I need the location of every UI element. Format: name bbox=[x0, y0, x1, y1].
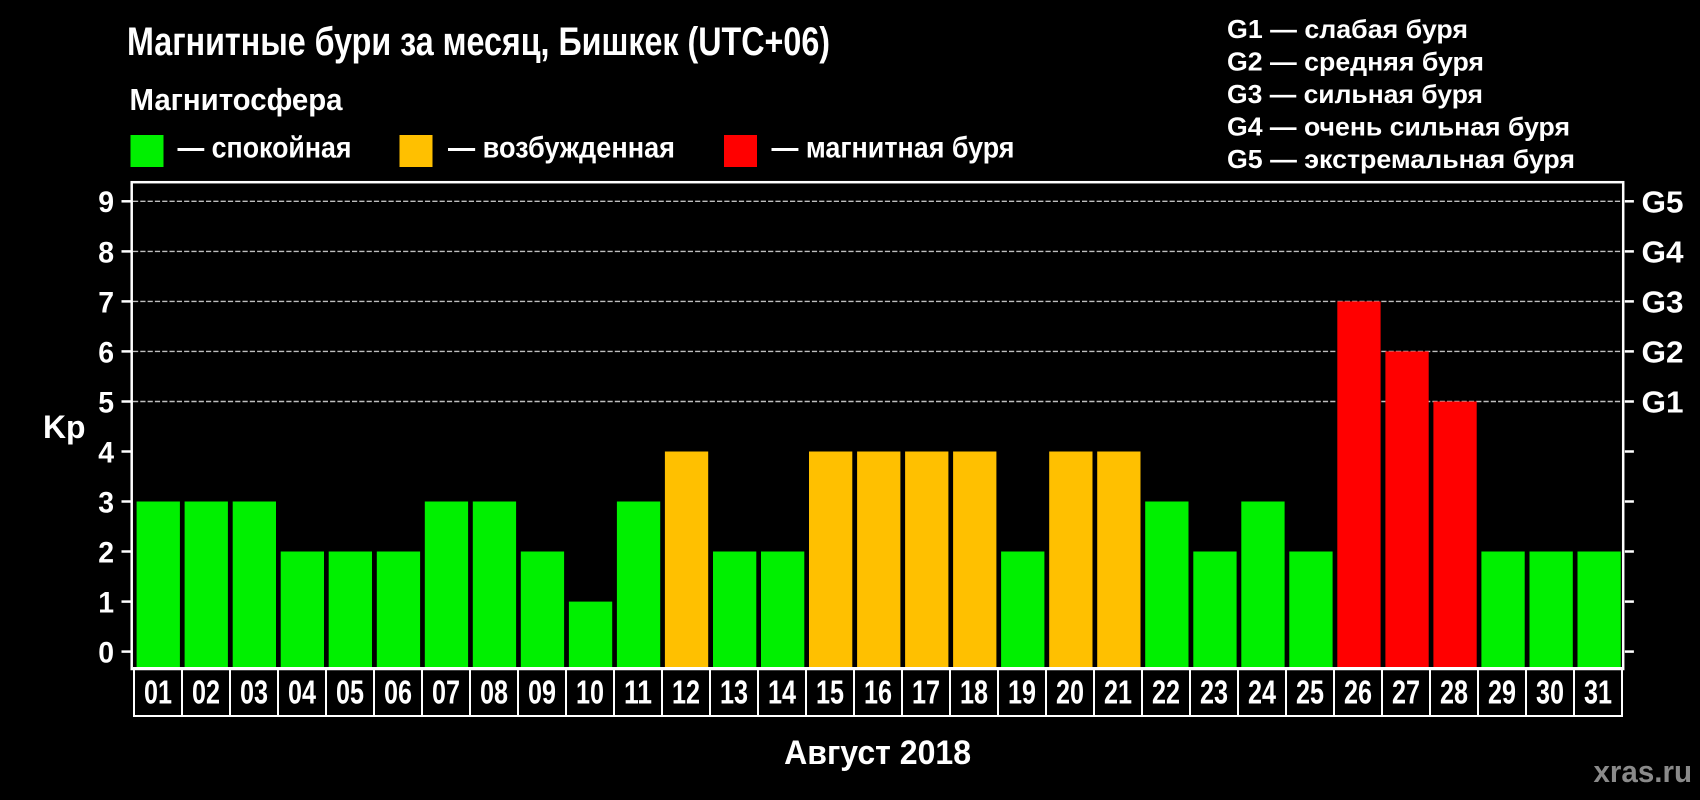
svg-text:29: 29 bbox=[1488, 674, 1516, 711]
svg-text:01: 01 bbox=[144, 674, 172, 711]
svg-text:22: 22 bbox=[1152, 674, 1180, 711]
svg-text:G1 — слабая буря: G1 — слабая буря bbox=[1227, 14, 1468, 44]
svg-text:24: 24 bbox=[1248, 674, 1276, 711]
svg-text:11: 11 bbox=[624, 674, 652, 711]
svg-text:14: 14 bbox=[768, 674, 796, 711]
svg-text:23: 23 bbox=[1200, 674, 1228, 711]
svg-text:07: 07 bbox=[432, 674, 460, 711]
svg-text:27: 27 bbox=[1392, 674, 1420, 711]
svg-text:G2 — средняя буря: G2 — средняя буря bbox=[1227, 47, 1484, 77]
svg-text:12: 12 bbox=[672, 674, 700, 711]
svg-text:3: 3 bbox=[98, 486, 114, 519]
svg-text:25: 25 bbox=[1296, 674, 1324, 711]
svg-text:1: 1 bbox=[98, 587, 114, 620]
svg-text:G1: G1 bbox=[1642, 385, 1684, 420]
svg-text:08: 08 bbox=[480, 674, 508, 711]
svg-text:Магнитные бури за месяц, Бишке: Магнитные бури за месяц, Бишкек (UTC+06) bbox=[127, 20, 830, 64]
svg-text:4: 4 bbox=[98, 436, 114, 469]
svg-text:04: 04 bbox=[288, 674, 316, 711]
svg-text:17: 17 bbox=[912, 674, 940, 711]
svg-text:13: 13 bbox=[720, 674, 748, 711]
svg-text:03: 03 bbox=[240, 674, 268, 711]
svg-text:— возбужденная: — возбужденная bbox=[448, 132, 675, 165]
svg-text:— спокойная: — спокойная bbox=[178, 132, 352, 165]
svg-text:05: 05 bbox=[336, 674, 364, 711]
svg-text:6: 6 bbox=[98, 336, 114, 369]
svg-text:20: 20 bbox=[1056, 674, 1084, 711]
svg-text:2: 2 bbox=[98, 536, 114, 569]
svg-text:G2: G2 bbox=[1642, 335, 1684, 370]
svg-text:02: 02 bbox=[192, 674, 220, 711]
svg-text:9: 9 bbox=[98, 186, 114, 219]
svg-text:09: 09 bbox=[528, 674, 556, 711]
svg-text:G3 — сильная буря: G3 — сильная буря bbox=[1227, 79, 1483, 109]
svg-text:— магнитная буря: — магнитная буря bbox=[772, 132, 1015, 165]
svg-text:G4: G4 bbox=[1642, 235, 1685, 270]
svg-text:G4 — очень сильная буря: G4 — очень сильная буря bbox=[1227, 112, 1570, 142]
svg-text:0: 0 bbox=[98, 637, 114, 670]
svg-text:Магнитосфера: Магнитосфера bbox=[130, 82, 344, 117]
svg-text:21: 21 bbox=[1104, 674, 1132, 711]
svg-text:G5 — экстремальная буря: G5 — экстремальная буря bbox=[1227, 144, 1575, 174]
svg-text:7: 7 bbox=[98, 286, 114, 319]
svg-text:8: 8 bbox=[98, 236, 114, 269]
svg-text:xras.ru: xras.ru bbox=[1594, 754, 1693, 789]
svg-text:Август 2018: Август 2018 bbox=[784, 734, 971, 772]
svg-text:30: 30 bbox=[1536, 674, 1564, 711]
svg-text:G5: G5 bbox=[1642, 185, 1684, 220]
svg-text:5: 5 bbox=[98, 386, 114, 419]
svg-text:26: 26 bbox=[1344, 674, 1372, 711]
svg-text:15: 15 bbox=[816, 674, 844, 711]
svg-text:06: 06 bbox=[384, 674, 412, 711]
svg-text:G3: G3 bbox=[1642, 285, 1684, 320]
svg-text:10: 10 bbox=[576, 674, 604, 711]
svg-text:28: 28 bbox=[1440, 674, 1468, 711]
svg-text:19: 19 bbox=[1008, 674, 1036, 711]
svg-text:18: 18 bbox=[960, 674, 988, 711]
svg-text:31: 31 bbox=[1584, 674, 1612, 711]
svg-text:Kp: Kp bbox=[43, 409, 86, 445]
svg-text:16: 16 bbox=[864, 674, 892, 711]
